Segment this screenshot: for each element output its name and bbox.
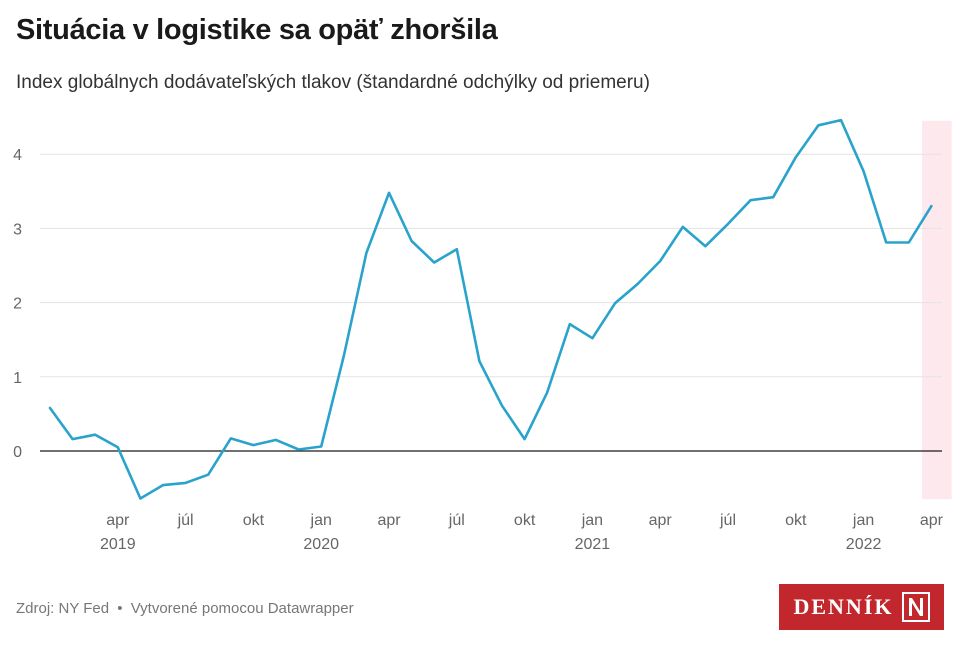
x-tick-label: jan — [310, 512, 332, 529]
y-tick-label: 0 — [13, 444, 22, 461]
x-tick-label: jan — [852, 512, 874, 529]
gridlines — [40, 153, 942, 452]
y-tick-label: 3 — [13, 221, 22, 238]
highlight-band-group — [922, 120, 952, 500]
source-note: Zdroj: NY Fed — [16, 600, 110, 617]
logo-n-mark — [901, 592, 930, 622]
x-axis-ticks: apr 2019 júl okt jan 2020 apr júl okt jan 2021 apr j… — [100, 512, 944, 553]
x-tick-label: júl — [719, 512, 736, 529]
dennik-n-logo[interactable]: DENNÍK — [779, 584, 944, 630]
x-tick-label: apr — [649, 512, 673, 529]
x-tick-year-label: 2019 — [100, 536, 136, 553]
x-tick-label: apr — [106, 512, 130, 529]
y-tick-label: 1 — [13, 370, 22, 387]
n-glyph-icon — [908, 598, 923, 616]
line-chart: 0 1 2 3 4 apr 2019 júl okt jan 2020 apr júl okt jan 20… — [13, 118, 952, 553]
x-tick-label: okt — [514, 512, 536, 529]
chart-title: Situácia v logistike sa opäť zhoršila — [16, 14, 498, 46]
x-tick-year-label: 2020 — [303, 536, 339, 553]
x-tick-label: júl — [177, 512, 194, 529]
chart-subtitle: Index globálnych dodávateľských tlakov (… — [16, 72, 650, 93]
y-tick-label: 2 — [13, 296, 22, 313]
x-tick-label: okt — [785, 512, 807, 529]
x-tick-label: okt — [243, 512, 265, 529]
footer-separator: • — [117, 600, 123, 617]
x-tick-year-label: 2022 — [846, 536, 882, 553]
highlight-band — [922, 120, 952, 500]
x-tick-label: júl — [448, 512, 465, 529]
logo-wordmark: DENNÍK — [793, 594, 894, 619]
series-line-group — [48, 118, 933, 500]
x-tick-label: jan — [581, 512, 603, 529]
y-axis-ticks: 0 1 2 3 4 — [13, 147, 22, 461]
y-tick-label: 4 — [13, 147, 22, 164]
footer: Zdroj: NY Fed • Vytvorené pomocou Datawr… — [16, 600, 354, 617]
x-tick-label: apr — [920, 512, 944, 529]
x-tick-year-label: 2021 — [575, 536, 611, 553]
credit-link[interactable]: Vytvorené pomocou Datawrapper — [130, 600, 354, 617]
x-tick-label: apr — [377, 512, 401, 529]
series-line — [48, 118, 933, 500]
